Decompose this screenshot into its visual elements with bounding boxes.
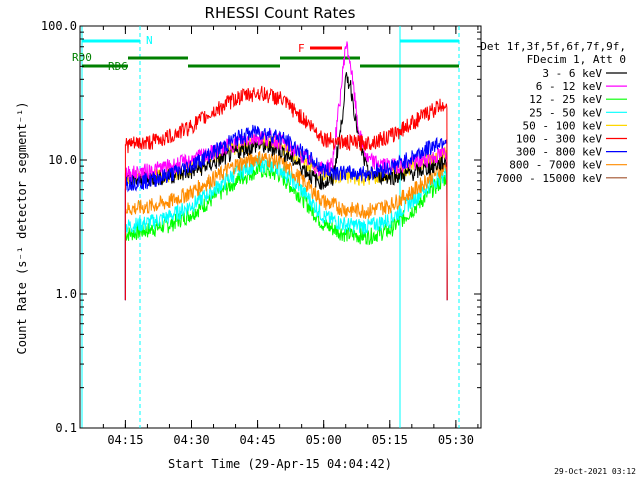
flare-label: F	[298, 42, 305, 55]
legend-label: 7000 - 15000 keV	[496, 172, 602, 185]
legend-label: 800 - 7000 keV	[509, 159, 602, 172]
legend-header-1: Det 1f,3f,5f,6f,7f,9f,	[480, 40, 626, 53]
plot-frame	[79, 25, 482, 429]
x-tick-label: 05:30	[438, 433, 474, 447]
legend-label: 25 - 50 keV	[529, 106, 602, 119]
rd6-label: RD6	[108, 60, 128, 73]
footer-timestamp: 29-Oct-2021 03:12	[554, 467, 636, 476]
y-tick-label: 100.0	[41, 19, 77, 33]
legend-label: 50 - 100 keV	[523, 119, 603, 132]
legend-label: 6 - 12 keV	[536, 80, 603, 93]
x-axis: 04:15 04:30 04:45 05:00 05:15 05:30	[102, 26, 479, 447]
rd0-label: RD0	[72, 51, 92, 64]
x-tick-label: 04:30	[173, 433, 209, 447]
chart-title: RHESSI Count Rates	[205, 4, 356, 22]
series-line-25-50-kev	[124, 155, 448, 301]
series-line-800-7000-kev	[124, 151, 448, 301]
y-axis: 100.0 10.0 1.0 0.1	[41, 19, 481, 435]
series-line-12-25-kev	[124, 161, 448, 301]
x-tick-label: 05:00	[306, 433, 342, 447]
x-tick-label: 04:15	[107, 433, 143, 447]
y-tick-label: 0.1	[55, 421, 77, 435]
legend-label: 300 - 800 keV	[516, 146, 602, 159]
series-line-100-300-kev	[124, 85, 448, 301]
y-axis-label: Count Rate (s⁻¹ detector segment⁻¹)	[15, 102, 29, 355]
night-label: N	[146, 34, 153, 47]
x-tick-label: 05:15	[372, 433, 408, 447]
legend-label: 12 - 25 keV	[529, 93, 602, 106]
x-axis-label: Start Time (29-Apr-15 04:04:42)	[168, 457, 392, 471]
series-line-300-800-kev	[124, 124, 448, 301]
legend-label: 3 - 6 keV	[542, 67, 602, 80]
y-tick-label: 10.0	[48, 153, 77, 167]
y-tick-label: 1.0	[55, 287, 77, 301]
legend-label: 100 - 300 keV	[516, 133, 602, 146]
series-group	[124, 41, 448, 301]
legend-header-2: FDecim 1, Att 0	[527, 53, 626, 66]
x-tick-label: 04:45	[240, 433, 276, 447]
